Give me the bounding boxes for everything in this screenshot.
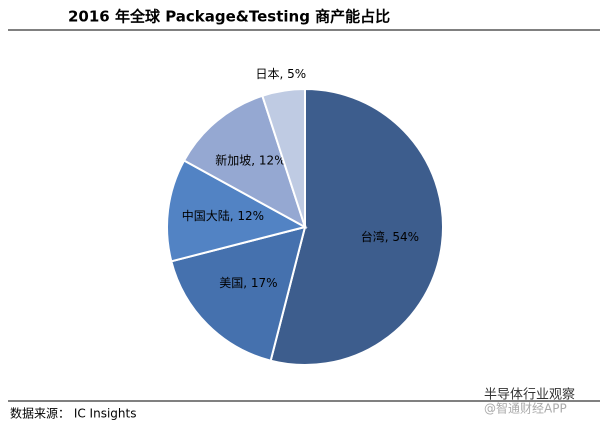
watermark: @智通财经APP (484, 401, 567, 416)
pie: 台湾, 54% 美国, 17% 中国大陆, 12% 新加坡, 12% 日本, 5% (166, 67, 444, 366)
watermark: 半导体行业观察 (484, 388, 575, 403)
slice-label: 新加坡, 12% (215, 153, 285, 168)
slice-label: 日本, 5% (255, 67, 306, 81)
pie-slice (182, 94, 307, 230)
slice-label: 台湾, 54% (361, 229, 419, 244)
chart-title: 2016 年全球 Package&Testing 商产能占比 (68, 8, 390, 26)
pie-slice (261, 87, 306, 228)
pie-slice (170, 225, 307, 362)
pie-slice (269, 87, 444, 366)
pie-slice (166, 159, 308, 263)
source: 数据来源： IC Insights (10, 406, 136, 421)
slice-label: 中国大陆, 12% (182, 208, 264, 223)
slice-label: 美国, 17% (219, 276, 277, 290)
